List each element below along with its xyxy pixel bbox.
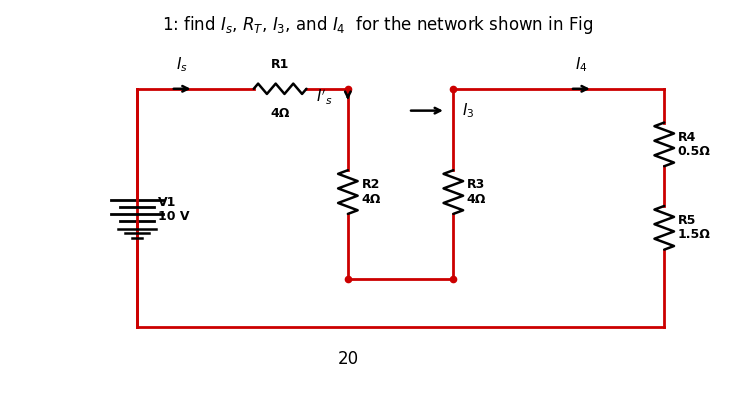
Text: R3: R3 bbox=[467, 178, 485, 192]
Text: 4Ω: 4Ω bbox=[271, 107, 290, 120]
Text: $I_3$: $I_3$ bbox=[463, 101, 475, 120]
Text: 10 V: 10 V bbox=[158, 210, 190, 223]
Text: R1: R1 bbox=[271, 58, 290, 71]
Text: 20: 20 bbox=[337, 350, 358, 368]
Text: 4Ω: 4Ω bbox=[467, 193, 486, 206]
Text: V1: V1 bbox=[158, 196, 176, 209]
Text: R5: R5 bbox=[678, 214, 696, 227]
Text: $I_4$: $I_4$ bbox=[575, 55, 587, 74]
Text: 0.5Ω: 0.5Ω bbox=[678, 145, 711, 158]
Text: 1.5Ω: 1.5Ω bbox=[678, 228, 711, 242]
Text: R2: R2 bbox=[361, 178, 380, 192]
Text: 4Ω: 4Ω bbox=[361, 193, 381, 206]
Text: $I'_s$: $I'_s$ bbox=[316, 88, 333, 107]
Text: R4: R4 bbox=[678, 131, 696, 144]
Text: 1: find $I_s$, $R_T$, $I_3$, and $I_4$  for the network shown in Fig: 1: find $I_s$, $R_T$, $I_3$, and $I_4$ f… bbox=[163, 14, 593, 36]
Text: $I_s$: $I_s$ bbox=[176, 55, 188, 74]
